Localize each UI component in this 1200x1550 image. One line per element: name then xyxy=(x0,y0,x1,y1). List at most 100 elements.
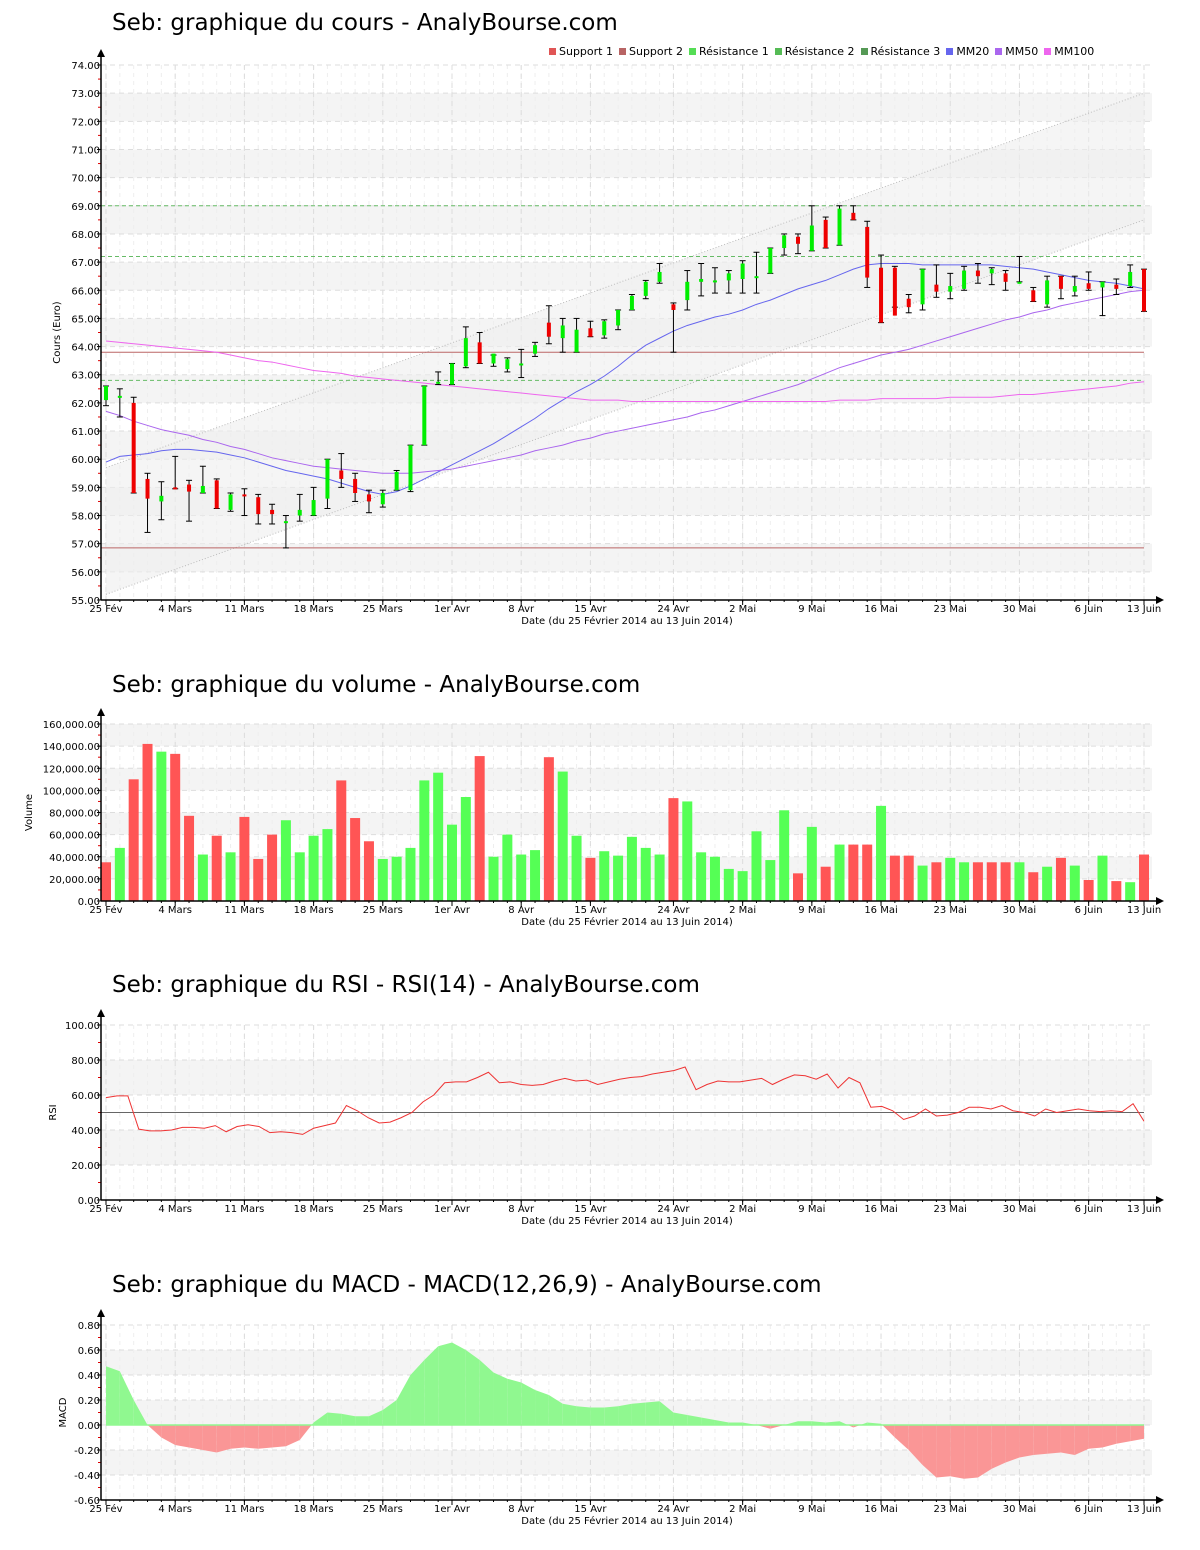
volume-bar xyxy=(585,857,596,901)
candle xyxy=(656,263,663,284)
volume-bar xyxy=(419,780,430,901)
candle xyxy=(449,362,455,386)
y-tick-label: 0.00 xyxy=(78,897,100,908)
macd-chart: -0.60 -0.40 -0.20 0.00 0.20 0.40 0.60 0.80 25 Fé… xyxy=(58,1309,1164,1527)
x-tick-label: 9 Mai xyxy=(798,604,825,615)
x-tick-label: 6 Juin xyxy=(1075,1504,1103,1515)
macd-area xyxy=(465,1350,480,1425)
x-tick-label: 4 Mars xyxy=(158,1204,192,1215)
legend-label: Résistance 2 xyxy=(784,45,855,58)
y-tick-label: 100,000.00 xyxy=(43,786,100,797)
moving-average-mm20 xyxy=(105,263,1145,495)
x-tick-label: 30 Mai xyxy=(1003,604,1036,615)
candle xyxy=(241,488,248,517)
moving-average-mm100 xyxy=(105,340,1145,402)
candle xyxy=(642,279,649,300)
price-chart: 55.00 56.00 57.00 58.00 59.00 60.00 61.00 62.00… xyxy=(52,49,1164,627)
y-tick-label: 57.00 xyxy=(71,540,100,551)
x-tick-label: 9 Mai xyxy=(798,905,825,916)
macd-area xyxy=(922,1425,937,1478)
volume-chart-title: Seb: graphique du volume - AnalyBourse.c… xyxy=(112,672,641,698)
legend-swatch xyxy=(946,48,954,55)
candle xyxy=(615,309,622,331)
macd-area xyxy=(1047,1425,1061,1454)
x-tick-label: 13 Juin xyxy=(1127,604,1161,615)
macd-area xyxy=(894,1425,909,1450)
volume-bar xyxy=(516,854,527,901)
y-tick-label: 55.00 xyxy=(71,596,100,607)
volume-bar xyxy=(862,844,873,901)
volume-bar xyxy=(1097,855,1108,901)
volume-bar xyxy=(294,852,305,901)
macd-area xyxy=(1005,1425,1020,1463)
y-tick-label: 71.00 xyxy=(71,145,100,156)
macd-area xyxy=(590,1407,605,1425)
volume-bar xyxy=(751,831,762,901)
candle xyxy=(324,458,331,509)
x-tick-label: 24 Avr xyxy=(657,1504,690,1515)
candle xyxy=(213,478,220,509)
macd-area xyxy=(1088,1425,1103,1449)
x-tick-label: 18 Mars xyxy=(294,1504,334,1515)
rsi-chart-title: Seb: graphique du RSI - RSI(14) - AnalyB… xyxy=(112,972,700,998)
volume-bar xyxy=(1055,857,1066,901)
volume-bar xyxy=(350,818,361,901)
candle xyxy=(878,254,885,324)
y-tick-label: 20.00 xyxy=(71,1161,100,1172)
y-tick-label: 59.00 xyxy=(71,483,100,494)
candle xyxy=(1002,270,1009,291)
x-tick-label: 6 Juin xyxy=(1075,604,1103,615)
volume-bar xyxy=(447,824,457,901)
macd-area xyxy=(396,1375,411,1425)
volume-bar xyxy=(848,844,859,901)
x-tick-label: 15 Avr xyxy=(574,905,607,916)
legend-swatch xyxy=(995,48,1003,55)
x-tick-label: 13 Juin xyxy=(1127,1204,1161,1215)
macd-area xyxy=(548,1395,563,1425)
x-tick-label: 9 Mai xyxy=(798,1204,825,1215)
x-tick-label: 25 Mars xyxy=(363,1204,403,1215)
volume-bar xyxy=(363,841,374,901)
x-axis-arrow-icon xyxy=(1156,1496,1164,1504)
y-tick-label: 140,000.00 xyxy=(43,742,100,753)
x-axis-title: Date (du 25 Février 2014 au 13 Juin 2014… xyxy=(521,916,733,928)
x-tick-label: 18 Mars xyxy=(294,905,334,916)
x-tick-label: 24 Avr xyxy=(657,604,690,615)
candle xyxy=(725,270,732,294)
x-axis-title: Date (du 25 Février 2014 au 13 Juin 2014… xyxy=(521,1215,733,1227)
legend-item: Résistance 3 xyxy=(860,45,940,58)
macd-area xyxy=(770,1425,785,1429)
y-tick-label: 0.40 xyxy=(78,1371,100,1382)
volume-bar xyxy=(170,753,181,901)
y-tick-label: 120,000.00 xyxy=(43,764,100,775)
candle xyxy=(545,305,552,345)
volume-bar xyxy=(972,862,983,901)
candle xyxy=(988,267,995,286)
x-tick-label: 8 Avr xyxy=(508,1204,535,1215)
candle xyxy=(186,479,193,522)
y-tick-label: 69.00 xyxy=(71,202,100,213)
y-tick-label: 62.00 xyxy=(71,399,100,410)
volume-bar xyxy=(779,810,790,901)
x-tick-label: 13 Juin xyxy=(1127,905,1161,916)
candle xyxy=(407,444,414,493)
x-tick-label: 1er Avr xyxy=(434,604,471,615)
macd-area xyxy=(133,1400,148,1425)
candle xyxy=(255,493,262,525)
candle xyxy=(532,341,539,357)
volume-bar xyxy=(1069,865,1080,901)
macd-area xyxy=(1019,1425,1034,1458)
x-tick-label: 16 Mai xyxy=(864,1204,897,1215)
candle xyxy=(379,489,386,508)
macd-area xyxy=(811,1421,826,1425)
x-axis-title: Date (du 25 Février 2014 au 13 Juin 2014… xyxy=(521,615,733,627)
y-axis-arrow-icon xyxy=(97,708,105,716)
candle xyxy=(601,319,608,339)
x-tick-label: 16 Mai xyxy=(864,1504,897,1515)
x-tick-label: 25 Fév xyxy=(89,1203,122,1215)
y-axis-title: MACD xyxy=(58,1397,69,1427)
volume-bar xyxy=(225,852,236,901)
x-tick-label: 11 Mars xyxy=(224,1204,264,1215)
y-tick-label: 70.00 xyxy=(71,174,100,185)
candle xyxy=(698,263,705,297)
